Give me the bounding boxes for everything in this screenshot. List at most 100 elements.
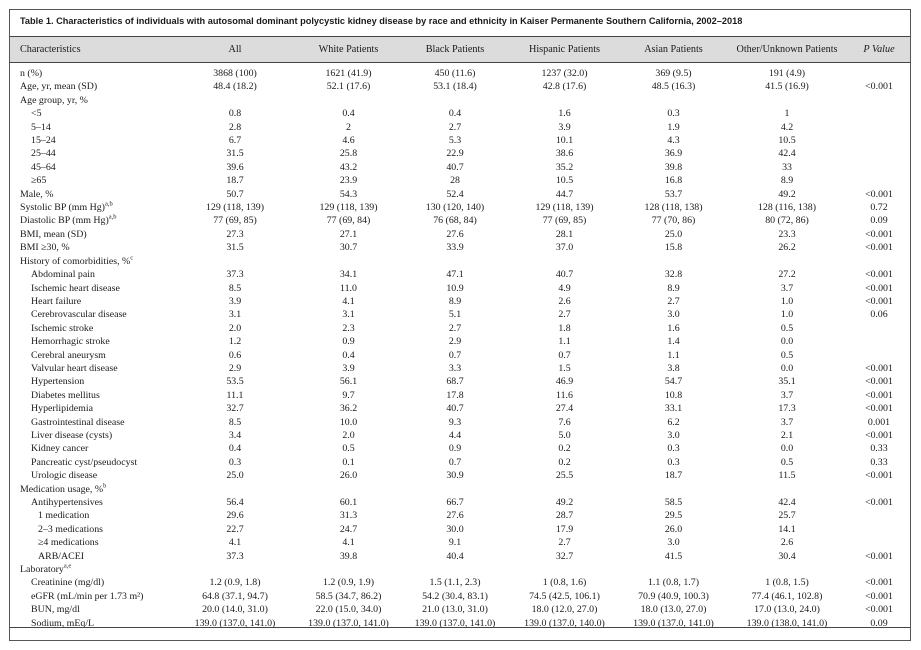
row-label: 25–44 <box>10 147 175 160</box>
col-header-black: Black Patients <box>425 44 485 55</box>
row-label: Hemorrhagic stroke <box>10 335 175 348</box>
value-cell: 46.9 <box>555 376 574 388</box>
value-cell: 27.6 <box>446 228 464 240</box>
col-header-p-value: P Value <box>848 36 910 63</box>
p-value-cell: 0.001 <box>867 416 891 428</box>
value-cell: 9.1 <box>448 537 462 549</box>
value-cell: 8.9 <box>667 282 680 294</box>
value-cell: 3.7 <box>780 416 794 428</box>
value-cell: 129 (118, 139) <box>205 202 265 214</box>
row-label: Valvular heart disease <box>10 362 175 375</box>
row-label: n (%) <box>10 67 175 80</box>
row-label-text: 45–64 <box>31 161 56 173</box>
value-cell: 0.5 <box>780 349 794 361</box>
value-cell: 3.0 <box>667 537 680 549</box>
p-value-cell: <0.001 <box>865 550 893 562</box>
p-value-cell: <0.001 <box>865 429 893 441</box>
table-row: Laboratorya,e <box>10 563 910 576</box>
row-label-text: Antihypertensives <box>31 497 103 508</box>
row-label: History of comorbidities, %c <box>10 255 175 268</box>
table-row: Cerebrovascular disease 3.1 3.1 5.1 2.7 3.0 1.… <box>10 308 910 321</box>
value-cell: 3.7 <box>780 282 794 294</box>
value-cell: 128 (116, 138) <box>757 202 817 214</box>
value-cell: 3.3 <box>448 362 462 374</box>
table-row: eGFR (mL/min per 1.73 m²) 64.8 (37.1, 94.… <box>10 590 910 603</box>
value-cell: 1.1 <box>667 349 680 361</box>
row-label: Cerebrovascular disease <box>10 308 175 321</box>
row-label-text: eGFR (mL/min per 1.73 m²) <box>31 590 144 602</box>
row-label-text: Diabetes mellitus <box>31 389 100 401</box>
value-cell: 58.5 <box>664 497 683 508</box>
value-cell: 43.2 <box>339 161 358 173</box>
p-value-cell: <0.001 <box>865 470 893 482</box>
p-value-cell: <0.001 <box>865 590 893 602</box>
value-cell: 1.0 <box>780 295 794 307</box>
value-cell: 8.9 <box>448 295 462 307</box>
table-row: History of comorbidities, %c <box>10 255 910 268</box>
value-cell <box>726 483 848 496</box>
value-cell: 16.8 <box>664 175 683 187</box>
table-row: BUN, mg/dl 20.0 (14.0, 31.0) 22.0 (15.0, 3… <box>10 603 910 616</box>
value-cell: 22.7 <box>226 523 244 535</box>
value-cell: 1 (0.8, 1.6) <box>542 577 587 589</box>
value-cell: 30.7 <box>339 242 358 254</box>
col-header-all: All <box>228 44 242 55</box>
value-cell: 10.9 <box>446 282 464 294</box>
value-cell: 4.6 <box>342 135 355 147</box>
value-cell: 68.7 <box>446 376 464 388</box>
row-label-text: Urologic disease <box>31 470 98 482</box>
value-cell: 39.8 <box>664 161 683 173</box>
table-row: n (%) 3868 (100) 1621 (41.9) 450 (11.6) 1237… <box>10 67 910 80</box>
row-label: ARB/ACEI <box>10 550 175 563</box>
row-label-text: Heart failure <box>31 295 82 307</box>
value-cell: 0.7 <box>448 349 462 361</box>
value-cell <box>621 483 726 496</box>
value-cell: 17.0 (13.0, 24.0) <box>754 604 820 616</box>
value-cell: 47.1 <box>446 269 464 281</box>
p-value-cell <box>848 107 910 120</box>
p-value-cell: <0.001 <box>865 269 893 281</box>
table-row: Sodium, mEq/L 139.0 (137.0, 141.0) 139.0 (… <box>10 617 910 630</box>
value-cell: 77.4 (46.1, 102.8) <box>751 590 823 602</box>
value-cell: 0.0 <box>780 362 794 374</box>
value-cell: 1621 (41.9) <box>325 68 372 79</box>
p-value-cell: <0.001 <box>865 403 893 415</box>
row-label-text: Kidney cancer <box>31 443 89 455</box>
value-cell <box>175 94 295 107</box>
value-cell: 129 (118, 139) <box>535 202 594 214</box>
value-cell: 1 <box>784 108 790 120</box>
value-cell: 6.2 <box>667 416 680 428</box>
value-cell: 1.2 (0.9, 1.8) <box>209 577 261 589</box>
p-value-cell <box>848 147 910 160</box>
value-cell: 37.3 <box>226 550 244 562</box>
row-label: Systolic BP (mm Hg)a,b <box>10 201 175 214</box>
value-cell: 4.1 <box>342 295 355 307</box>
table-row: Heart failure 3.9 4.1 8.9 2.6 2.7 1.0 <0.001 <box>10 295 910 308</box>
value-cell: 30.0 <box>446 523 464 535</box>
row-label: Diabetes mellitus <box>10 389 175 402</box>
footnote-marker: a,b <box>104 201 113 208</box>
value-cell: 60.1 <box>339 497 358 508</box>
value-cell: 21.0 (13.0, 31.0) <box>422 604 488 616</box>
value-cell: 0.2 <box>558 456 571 468</box>
value-cell: 30.4 <box>778 550 796 562</box>
row-label: ≥4 medications <box>10 536 175 549</box>
table-row: ≥65 18.7 23.9 28 10.5 16.8 8.9 <box>10 174 910 187</box>
table-row: BMI ≥30, % 31.5 30.7 33.9 37.0 15.8 26.2 <0.001 <box>10 241 910 254</box>
value-cell: 18.0 (12.0, 27.0) <box>531 604 598 616</box>
value-cell: 15.8 <box>664 242 683 254</box>
value-cell: 38.6 <box>555 148 574 160</box>
p-value-cell <box>848 536 910 549</box>
p-value-cell <box>848 335 910 348</box>
row-label: <5 <box>10 107 175 120</box>
row-label: Laboratorya,e <box>10 563 175 576</box>
table-row: Valvular heart disease 2.9 3.9 3.3 1.5 3.8 0.0… <box>10 362 910 375</box>
row-label: 2–3 medications <box>10 523 175 536</box>
p-value-cell <box>848 483 910 496</box>
p-value-cell: <0.001 <box>865 242 893 254</box>
bottom-rule <box>10 627 910 628</box>
value-cell: 77 (69, 84) <box>326 215 371 227</box>
value-cell: 1.9 <box>667 121 680 133</box>
row-label-text: Hypertension <box>31 376 85 388</box>
row-label-text: <5 <box>31 108 42 120</box>
